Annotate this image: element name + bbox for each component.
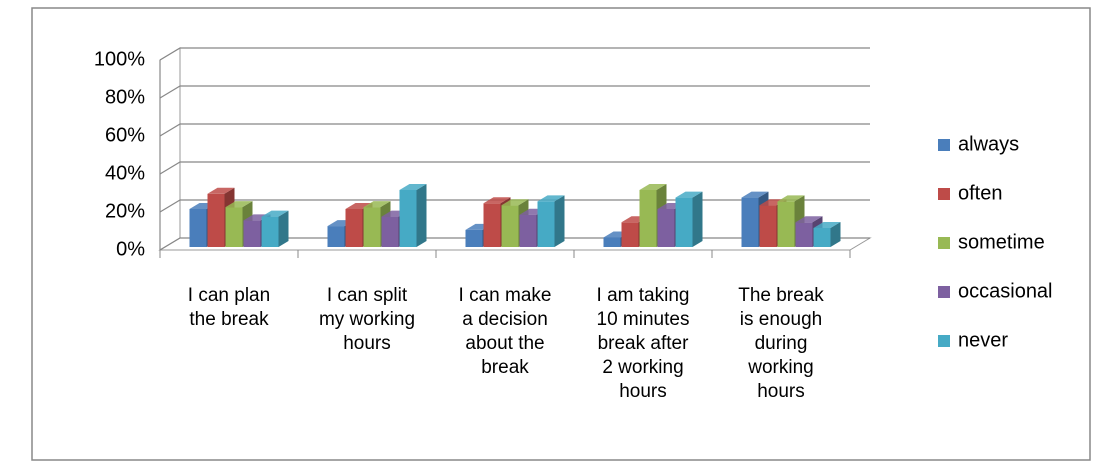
x-tick-label: The break is enough during working hours — [738, 285, 824, 402]
bar-top — [537, 195, 565, 202]
back-wall — [159, 47, 181, 251]
legend-label: often — [958, 182, 1002, 204]
y-tick-label: 0% — [116, 238, 145, 260]
bar-front — [657, 209, 675, 247]
grid-line — [159, 123, 870, 137]
grid-line — [159, 47, 870, 61]
legend-swatch — [938, 335, 950, 347]
grid-line — [159, 161, 870, 175]
bar-front — [603, 237, 621, 247]
bar-front — [537, 201, 555, 247]
bar — [399, 184, 427, 247]
legend-label: never — [958, 329, 1008, 351]
legend-label: occasional — [958, 280, 1053, 302]
bar-front — [777, 201, 795, 247]
legend-label: sometime — [958, 231, 1045, 253]
bar — [675, 191, 703, 247]
y-tick-label: 40% — [105, 162, 145, 184]
bar-side — [554, 195, 565, 247]
y-tick-label: 100% — [94, 48, 145, 70]
bar-side — [830, 222, 841, 247]
bar-front — [813, 228, 831, 247]
bar-front — [483, 203, 501, 247]
bar-front — [759, 205, 777, 247]
bar-front — [363, 207, 381, 247]
bar-front — [741, 197, 759, 247]
bar — [813, 222, 841, 247]
bar-top — [225, 201, 253, 208]
x-tick-label: I am taking 10 minutes break after 2 wor… — [596, 285, 690, 402]
bar-top — [345, 203, 373, 209]
bar-top — [261, 210, 289, 217]
x-tick-label: I can plan the break — [187, 285, 271, 330]
bar-side — [692, 191, 703, 247]
bar-front — [399, 190, 417, 247]
bar-top — [399, 184, 427, 190]
bar-top — [777, 195, 805, 202]
legend-swatch — [938, 237, 950, 249]
bar-front — [225, 207, 243, 247]
bar-front — [795, 222, 813, 247]
bar-top — [675, 191, 703, 198]
legend-swatch — [938, 188, 950, 200]
bar-front — [243, 220, 261, 247]
bar-front — [675, 197, 693, 247]
legend-swatch — [938, 139, 950, 151]
bar-top — [741, 191, 769, 198]
bar-top — [639, 184, 667, 190]
bar-side — [416, 184, 427, 247]
bar-front — [261, 216, 279, 247]
bar — [261, 210, 289, 247]
legend-swatch — [938, 286, 950, 298]
bar-top — [501, 199, 529, 206]
bar-front — [381, 216, 399, 247]
bar-top — [483, 197, 511, 204]
bar-front — [621, 222, 639, 247]
x-tick-label: I can make a decision about the break — [458, 285, 552, 378]
bar-top — [795, 216, 823, 223]
bar-front — [189, 209, 207, 247]
bar-top — [813, 222, 841, 228]
y-tick-label: 80% — [105, 86, 145, 108]
bar-front — [345, 209, 363, 247]
bar — [537, 195, 565, 247]
legend-label: always — [958, 133, 1019, 155]
bar-front — [327, 226, 345, 247]
bar-top — [207, 187, 235, 194]
bar-front — [207, 193, 225, 247]
grid-line — [159, 85, 870, 99]
y-tick-label: 60% — [105, 124, 145, 146]
bar-front — [639, 190, 657, 247]
y-tick-label: 20% — [105, 200, 145, 222]
bar-front — [519, 214, 537, 247]
x-tick-label: I can split my working hours — [318, 285, 416, 354]
bar-side — [278, 210, 289, 247]
bar-front — [465, 229, 483, 247]
bar-top — [363, 201, 391, 208]
bar-front — [501, 205, 519, 247]
